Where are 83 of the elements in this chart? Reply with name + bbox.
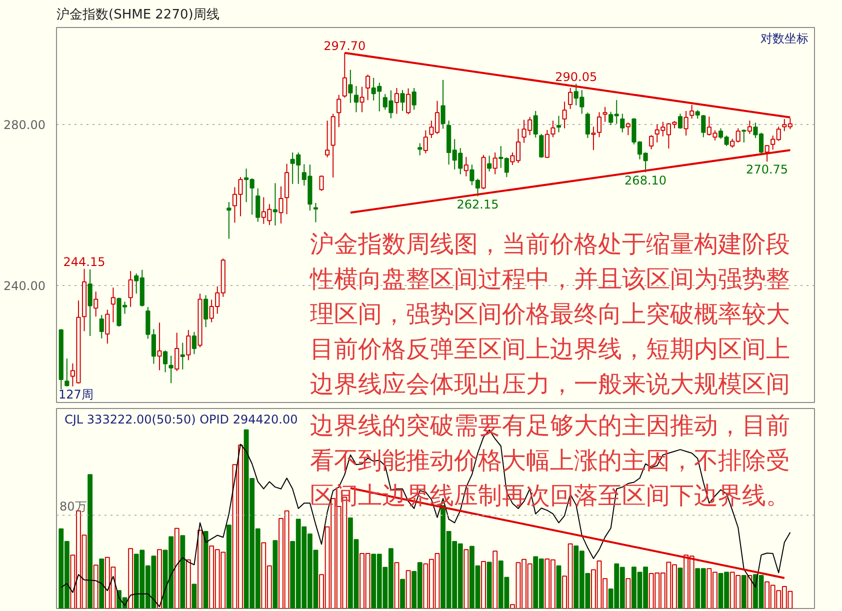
candlestick [313, 202, 318, 223]
candlestick [487, 155, 492, 172]
bar [486, 562, 492, 608]
candlestick [88, 268, 92, 336]
candlestick [174, 332, 180, 372]
candlestick [348, 69, 353, 104]
candlestick [256, 188, 260, 222]
candlestick [162, 350, 168, 373]
candlestick [360, 86, 364, 113]
candlestick [110, 287, 116, 323]
candlestick [440, 79, 446, 130]
candlestick [568, 87, 573, 110]
candlestick [562, 101, 567, 129]
annotation: 290.05 [555, 70, 598, 84]
candlestick [690, 104, 694, 120]
candlestick [539, 133, 544, 158]
bar [741, 574, 746, 608]
candlestick [400, 90, 405, 112]
candlestick [272, 182, 278, 226]
candlestick [186, 329, 191, 361]
candlestick [556, 115, 562, 133]
bar [400, 578, 405, 608]
bar [226, 524, 232, 608]
bar [272, 540, 278, 608]
candlestick [678, 113, 683, 130]
candlestick [168, 355, 174, 384]
candlestick [94, 291, 98, 318]
y-tick-label: 240.00 [4, 279, 46, 294]
candlestick [764, 144, 770, 162]
candlestick [203, 294, 208, 328]
bar [99, 558, 104, 608]
annotation: 262.15 [456, 197, 499, 212]
ref-line-label: 80万 [60, 499, 87, 514]
candlestick [394, 87, 400, 114]
candlestick [342, 52, 347, 98]
bar [678, 568, 683, 608]
candlestick [747, 120, 752, 134]
candlestick [620, 113, 625, 133]
candlestick [366, 74, 370, 101]
candlestick [591, 126, 596, 151]
candlestick [325, 120, 330, 158]
candlestick [128, 270, 133, 308]
candlestick [596, 112, 602, 138]
candlestick [585, 112, 590, 138]
candlestick [105, 309, 110, 344]
candlestick [602, 106, 608, 122]
candlestick [319, 174, 324, 192]
candlestick [418, 142, 422, 156]
chart-title: 沪金指数(SHME 2270)周线 [56, 6, 220, 22]
candlestick [336, 94, 342, 128]
candlestick [412, 87, 416, 110]
y-tick-label: 280.00 [4, 118, 46, 132]
candlestick [701, 114, 706, 138]
annotation: 127周 [58, 388, 94, 402]
bar [88, 474, 93, 608]
annotation: 对数坐标 [760, 32, 808, 46]
candlestick [226, 202, 232, 240]
candlestick [406, 88, 411, 115]
candlestick [423, 130, 428, 154]
bar [180, 535, 186, 608]
candlestick [99, 314, 104, 339]
annotation: 268.10 [624, 173, 667, 188]
candlestick [464, 156, 468, 177]
candlestick [192, 331, 197, 355]
candlestick [180, 342, 185, 370]
chart-title: CJL 333222.00(50:50) OPID 294420.00 [64, 412, 298, 426]
annotation: 270.75 [746, 162, 788, 177]
bar [192, 584, 197, 608]
candlestick [492, 152, 498, 175]
annotation: 244.15 [63, 254, 106, 269]
candlestick [64, 358, 70, 387]
candlestick [278, 186, 284, 224]
candlestick [533, 110, 538, 138]
candlestick [626, 122, 630, 136]
candlestick [157, 322, 162, 371]
candlestick [354, 85, 359, 113]
candlestick [649, 134, 654, 150]
annotation: 沪金指数周线图，当前价格处于缩量构建阶段性横向盘整区间过程中，并且该区间为强势整理区间，强势区间价格最终向上突破概率较大目前价格反弹至区间上边界线，短期内区间上边界线应会体现出压力，一般来说大规模区间 [308, 230, 790, 398]
annotation: 297.70 [324, 38, 366, 53]
candlestick [742, 129, 746, 143]
bar [556, 565, 562, 608]
bar [203, 531, 208, 608]
candlestick [684, 110, 688, 136]
